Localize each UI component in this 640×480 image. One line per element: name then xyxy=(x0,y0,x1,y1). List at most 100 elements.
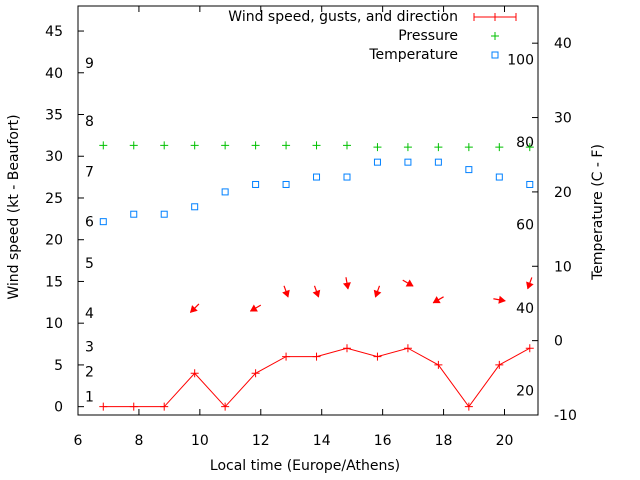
y-tick-label: 40 xyxy=(45,66,63,82)
pressure-point xyxy=(403,143,412,152)
plot-frame xyxy=(77,5,539,416)
x-axis-label: Local time (Europe/Athens) xyxy=(210,458,400,474)
y2-tick-label: 40 xyxy=(554,36,572,52)
temperature-point xyxy=(282,180,290,188)
y2-tick-label: 0 xyxy=(554,334,563,350)
y-tick-label: 30 xyxy=(45,149,63,165)
wind-direction-arrowhead xyxy=(498,295,506,304)
legend-label-pressure: Pressure xyxy=(398,28,458,44)
wind-direction-arrowhead xyxy=(190,305,198,313)
wind-point xyxy=(464,402,473,411)
temperature-point xyxy=(313,173,321,181)
x-tick-label: 18 xyxy=(435,433,453,449)
y-tick-label: 10 xyxy=(45,316,63,332)
legend-sample-wind-marker xyxy=(473,13,517,21)
legend-sample-temperature xyxy=(491,51,499,59)
temperature-point xyxy=(160,210,168,218)
pressure-point xyxy=(495,143,504,152)
pressure-point xyxy=(342,141,351,150)
y2-tick-label: -10 xyxy=(554,408,577,424)
wind-direction-arrowhead xyxy=(405,279,414,287)
y2-axis-label: Temperature (C - F) xyxy=(590,144,606,281)
x-tick-label: 16 xyxy=(374,433,392,449)
wind-point xyxy=(190,369,199,378)
x-tick-label: 12 xyxy=(252,433,270,449)
temperature-point xyxy=(526,180,534,188)
temperature-point xyxy=(221,188,229,196)
temperature-point xyxy=(191,203,199,211)
y-tick-label: 5 xyxy=(54,358,63,374)
pressure-point xyxy=(525,143,534,152)
fahrenheit-label: 60 xyxy=(516,218,534,234)
wind-point xyxy=(525,344,534,353)
temperature-point xyxy=(343,173,351,181)
pressure-point xyxy=(312,141,321,150)
y-tick-label: 15 xyxy=(45,274,63,290)
pressure-point xyxy=(282,141,291,150)
temperature-point xyxy=(130,210,138,218)
plot-series xyxy=(99,141,534,411)
pressure-point xyxy=(464,143,473,152)
legend-label-wind: Wind speed, gusts, and direction xyxy=(228,9,458,25)
temperature-point xyxy=(373,158,381,166)
temperature-point xyxy=(495,173,503,181)
pressure-point xyxy=(190,141,199,150)
wind-point xyxy=(160,402,169,411)
wind-direction-arrowhead xyxy=(312,289,321,298)
beaufort-label: 1 xyxy=(85,390,94,406)
wind-point xyxy=(495,360,504,369)
wind-point xyxy=(129,402,138,411)
y-tick-label: 0 xyxy=(54,400,63,416)
x-tick-label: 14 xyxy=(313,433,331,449)
fahrenheit-label: 80 xyxy=(516,135,534,151)
y-tick-label: 25 xyxy=(45,191,63,207)
beaufort-label: 7 xyxy=(85,164,94,180)
temperature-point xyxy=(465,166,473,174)
beaufort-label: 8 xyxy=(85,114,94,130)
fahrenheit-label: 40 xyxy=(516,301,534,317)
wind-point xyxy=(342,344,351,353)
y-tick-label: 35 xyxy=(45,108,63,124)
beaufort-label: 2 xyxy=(85,365,94,381)
wind-direction-arrowhead xyxy=(373,289,382,298)
pressure-point xyxy=(160,141,169,150)
beaufort-label: 3 xyxy=(85,340,94,356)
y2-tick-label: 10 xyxy=(554,259,572,275)
beaufort-label: 6 xyxy=(85,214,94,230)
pressure-point xyxy=(251,141,260,150)
beaufort-label: 5 xyxy=(85,256,94,272)
x-tick-label: 6 xyxy=(74,433,83,449)
y-axis-label: Wind speed (kt - Beaufort) xyxy=(6,114,22,299)
legend-label-temperature: Temperature xyxy=(368,47,458,63)
fahrenheit-label: 100 xyxy=(507,53,534,69)
wind-point xyxy=(251,369,260,378)
wind-point xyxy=(282,352,291,361)
wind-point xyxy=(99,402,108,411)
y-tick-label: 20 xyxy=(45,233,63,249)
wind-direction-arrowhead xyxy=(249,304,258,312)
legend: Wind speed, gusts, and direction Pressur… xyxy=(228,9,517,63)
pressure-point xyxy=(129,141,138,150)
wind-point xyxy=(221,402,230,411)
temperature-point xyxy=(434,158,442,166)
wind-direction-arrowhead xyxy=(282,289,290,298)
plot-axes: 6 8 10 12 14 16 18 20051015202530354045-1001020… xyxy=(45,5,577,449)
temperature-point xyxy=(252,180,260,188)
x-tick-label: 10 xyxy=(191,433,209,449)
pressure-point xyxy=(221,141,230,150)
fahrenheit-label: 20 xyxy=(516,383,534,399)
wind-point xyxy=(373,352,382,361)
wind-direction-arrowhead xyxy=(526,281,534,290)
y-tick-label: 45 xyxy=(45,24,63,40)
pressure-point xyxy=(99,141,108,150)
temperature-point xyxy=(99,218,107,226)
beaufort-label: 4 xyxy=(85,306,94,322)
wind-point xyxy=(403,344,412,353)
y2-tick-label: 20 xyxy=(554,185,572,201)
pressure-point xyxy=(434,143,443,152)
beaufort-label: 9 xyxy=(85,56,94,72)
wind-direction-arrowhead xyxy=(342,282,351,290)
wind-point xyxy=(312,352,321,361)
wind-direction-arrowhead xyxy=(432,296,441,304)
